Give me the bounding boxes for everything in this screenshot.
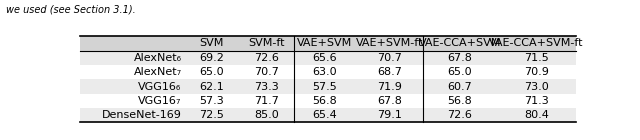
Bar xyxy=(294,108,356,122)
Text: VAE-CCA+SVM: VAE-CCA+SVM xyxy=(419,38,501,48)
Bar xyxy=(497,65,576,79)
Text: VGG16₆: VGG16₆ xyxy=(138,81,182,92)
Text: 85.0: 85.0 xyxy=(254,110,279,120)
Text: VAE+SVM: VAE+SVM xyxy=(298,38,353,48)
Bar xyxy=(239,65,294,79)
Text: SVM: SVM xyxy=(200,38,224,48)
Bar xyxy=(356,51,423,65)
Bar xyxy=(239,36,294,51)
Bar xyxy=(239,94,294,108)
Text: 73.0: 73.0 xyxy=(524,81,548,92)
Text: VAE+SVM-ft: VAE+SVM-ft xyxy=(356,38,423,48)
Bar xyxy=(497,36,576,51)
Text: 65.0: 65.0 xyxy=(199,67,224,77)
Text: 68.7: 68.7 xyxy=(377,67,402,77)
Bar xyxy=(184,65,239,79)
Bar xyxy=(184,36,239,51)
Bar xyxy=(80,51,184,65)
Text: 71.3: 71.3 xyxy=(524,96,548,106)
Text: 69.2: 69.2 xyxy=(199,53,224,63)
Bar xyxy=(497,51,576,65)
Text: 72.6: 72.6 xyxy=(254,53,279,63)
Text: 65.6: 65.6 xyxy=(312,53,337,63)
Text: 73.3: 73.3 xyxy=(254,81,279,92)
Text: 65.4: 65.4 xyxy=(312,110,337,120)
Text: AlexNet₆: AlexNet₆ xyxy=(134,53,182,63)
Text: VGG16₇: VGG16₇ xyxy=(138,96,182,106)
Bar xyxy=(294,51,356,65)
Text: 79.1: 79.1 xyxy=(377,110,402,120)
Text: 71.5: 71.5 xyxy=(524,53,548,63)
Bar xyxy=(294,79,356,94)
Text: 70.7: 70.7 xyxy=(254,67,279,77)
Bar xyxy=(356,36,423,51)
Text: 57.5: 57.5 xyxy=(312,81,337,92)
Text: 70.7: 70.7 xyxy=(377,53,402,63)
Bar xyxy=(497,79,576,94)
Bar xyxy=(80,36,184,51)
Text: DenseNet-169: DenseNet-169 xyxy=(102,110,182,120)
Bar xyxy=(497,94,576,108)
Text: 67.8: 67.8 xyxy=(447,53,472,63)
Text: 65.0: 65.0 xyxy=(447,67,472,77)
Bar xyxy=(423,36,497,51)
Bar xyxy=(184,51,239,65)
Bar xyxy=(423,94,497,108)
Bar xyxy=(184,79,239,94)
Bar xyxy=(423,79,497,94)
Bar xyxy=(356,94,423,108)
Text: 67.8: 67.8 xyxy=(377,96,402,106)
Bar xyxy=(80,94,184,108)
Bar xyxy=(294,94,356,108)
Text: 80.4: 80.4 xyxy=(524,110,548,120)
Text: 71.7: 71.7 xyxy=(254,96,279,106)
Text: 63.0: 63.0 xyxy=(312,67,337,77)
Text: we used (see Section 3.1).: we used (see Section 3.1). xyxy=(6,4,136,14)
Text: AlexNet₇: AlexNet₇ xyxy=(134,67,182,77)
Bar xyxy=(80,79,184,94)
Text: 57.3: 57.3 xyxy=(199,96,224,106)
Bar xyxy=(294,65,356,79)
Text: SVM-ft: SVM-ft xyxy=(248,38,285,48)
Bar xyxy=(423,51,497,65)
Bar xyxy=(80,65,184,79)
Bar xyxy=(184,108,239,122)
Text: 60.7: 60.7 xyxy=(447,81,472,92)
Bar xyxy=(239,79,294,94)
Bar xyxy=(356,79,423,94)
Bar xyxy=(423,65,497,79)
Bar xyxy=(239,51,294,65)
Bar xyxy=(356,65,423,79)
Bar xyxy=(356,108,423,122)
Text: 56.8: 56.8 xyxy=(447,96,472,106)
Bar xyxy=(294,36,356,51)
Text: 70.9: 70.9 xyxy=(524,67,548,77)
Text: 72.6: 72.6 xyxy=(447,110,472,120)
Text: 62.1: 62.1 xyxy=(199,81,224,92)
Text: 71.9: 71.9 xyxy=(377,81,402,92)
Text: 56.8: 56.8 xyxy=(312,96,337,106)
Bar xyxy=(184,94,239,108)
Bar xyxy=(80,108,184,122)
Bar xyxy=(497,108,576,122)
Bar xyxy=(423,108,497,122)
Text: VAE-CCA+SVM-ft: VAE-CCA+SVM-ft xyxy=(489,38,584,48)
Text: 72.5: 72.5 xyxy=(199,110,224,120)
Bar xyxy=(239,108,294,122)
